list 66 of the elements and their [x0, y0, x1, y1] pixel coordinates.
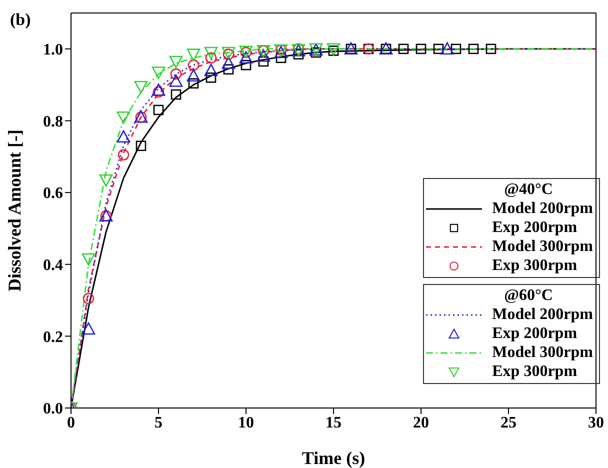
point — [204, 64, 218, 76]
point — [153, 104, 164, 116]
point — [416, 44, 426, 54]
point — [256, 49, 270, 62]
y-tick-label: 0.0 — [43, 400, 63, 418]
point — [450, 44, 462, 54]
point — [116, 130, 130, 143]
y-tick-label: 1.0 — [43, 42, 63, 59]
point — [118, 149, 130, 160]
legend-label: Model 300rpm — [492, 344, 593, 362]
y-tick-label: 0.8 — [43, 113, 63, 130]
x-tick-label: 15 — [326, 414, 342, 432]
point — [82, 253, 96, 266]
point — [152, 86, 164, 98]
point — [486, 44, 496, 54]
point — [99, 174, 113, 187]
y-tick-label: 0.6 — [43, 185, 63, 202]
legend-label: Exp 300rpm — [492, 256, 578, 274]
point — [222, 56, 236, 69]
point — [188, 78, 199, 89]
point — [170, 68, 182, 80]
point — [169, 74, 183, 87]
legend-label: Exp 200rpm — [492, 218, 578, 236]
point — [170, 89, 182, 100]
chart-title: (b) — [10, 10, 31, 30]
x-tick-label: 30 — [588, 414, 604, 432]
x-tick-label: 10 — [238, 414, 254, 432]
point — [440, 42, 454, 55]
point — [152, 84, 166, 96]
point — [276, 52, 286, 64]
y-axis-title: Dissolved Amount [-] — [4, 129, 24, 292]
y-tick-label: 0.2 — [43, 328, 63, 346]
point — [205, 52, 217, 64]
point — [239, 51, 253, 64]
point — [136, 140, 146, 152]
legend-label: Model 200rpm — [492, 306, 593, 324]
point — [240, 60, 252, 70]
point — [188, 59, 200, 71]
x-tick-label: 20 — [413, 414, 429, 432]
point — [82, 322, 96, 335]
annotation: @40°C — [503, 181, 554, 199]
point — [116, 111, 130, 124]
x-tick-label: 0 — [67, 414, 75, 432]
x-tick-label: 25 — [500, 414, 516, 432]
point — [206, 72, 216, 83]
x-tick-label: 5 — [154, 414, 162, 432]
point — [468, 44, 479, 54]
annotation: @60°C — [503, 287, 554, 305]
point — [258, 56, 269, 67]
point — [326, 43, 340, 56]
point — [186, 69, 200, 82]
point — [169, 56, 183, 68]
point — [82, 292, 94, 304]
point — [433, 44, 444, 54]
point — [398, 44, 409, 54]
x-axis-title: Time (s) — [302, 448, 366, 468]
y-tick-label: 0.4 — [43, 257, 63, 274]
point — [223, 64, 234, 75]
point — [152, 66, 166, 79]
legend-label: Exp 300rpm — [492, 362, 578, 380]
point — [134, 80, 148, 94]
point — [186, 48, 200, 61]
legend-label: Model 200rpm — [492, 200, 593, 218]
legend-label: Model 300rpm — [492, 238, 593, 256]
legend-label: Exp 200rpm — [492, 324, 578, 342]
point — [204, 46, 218, 60]
